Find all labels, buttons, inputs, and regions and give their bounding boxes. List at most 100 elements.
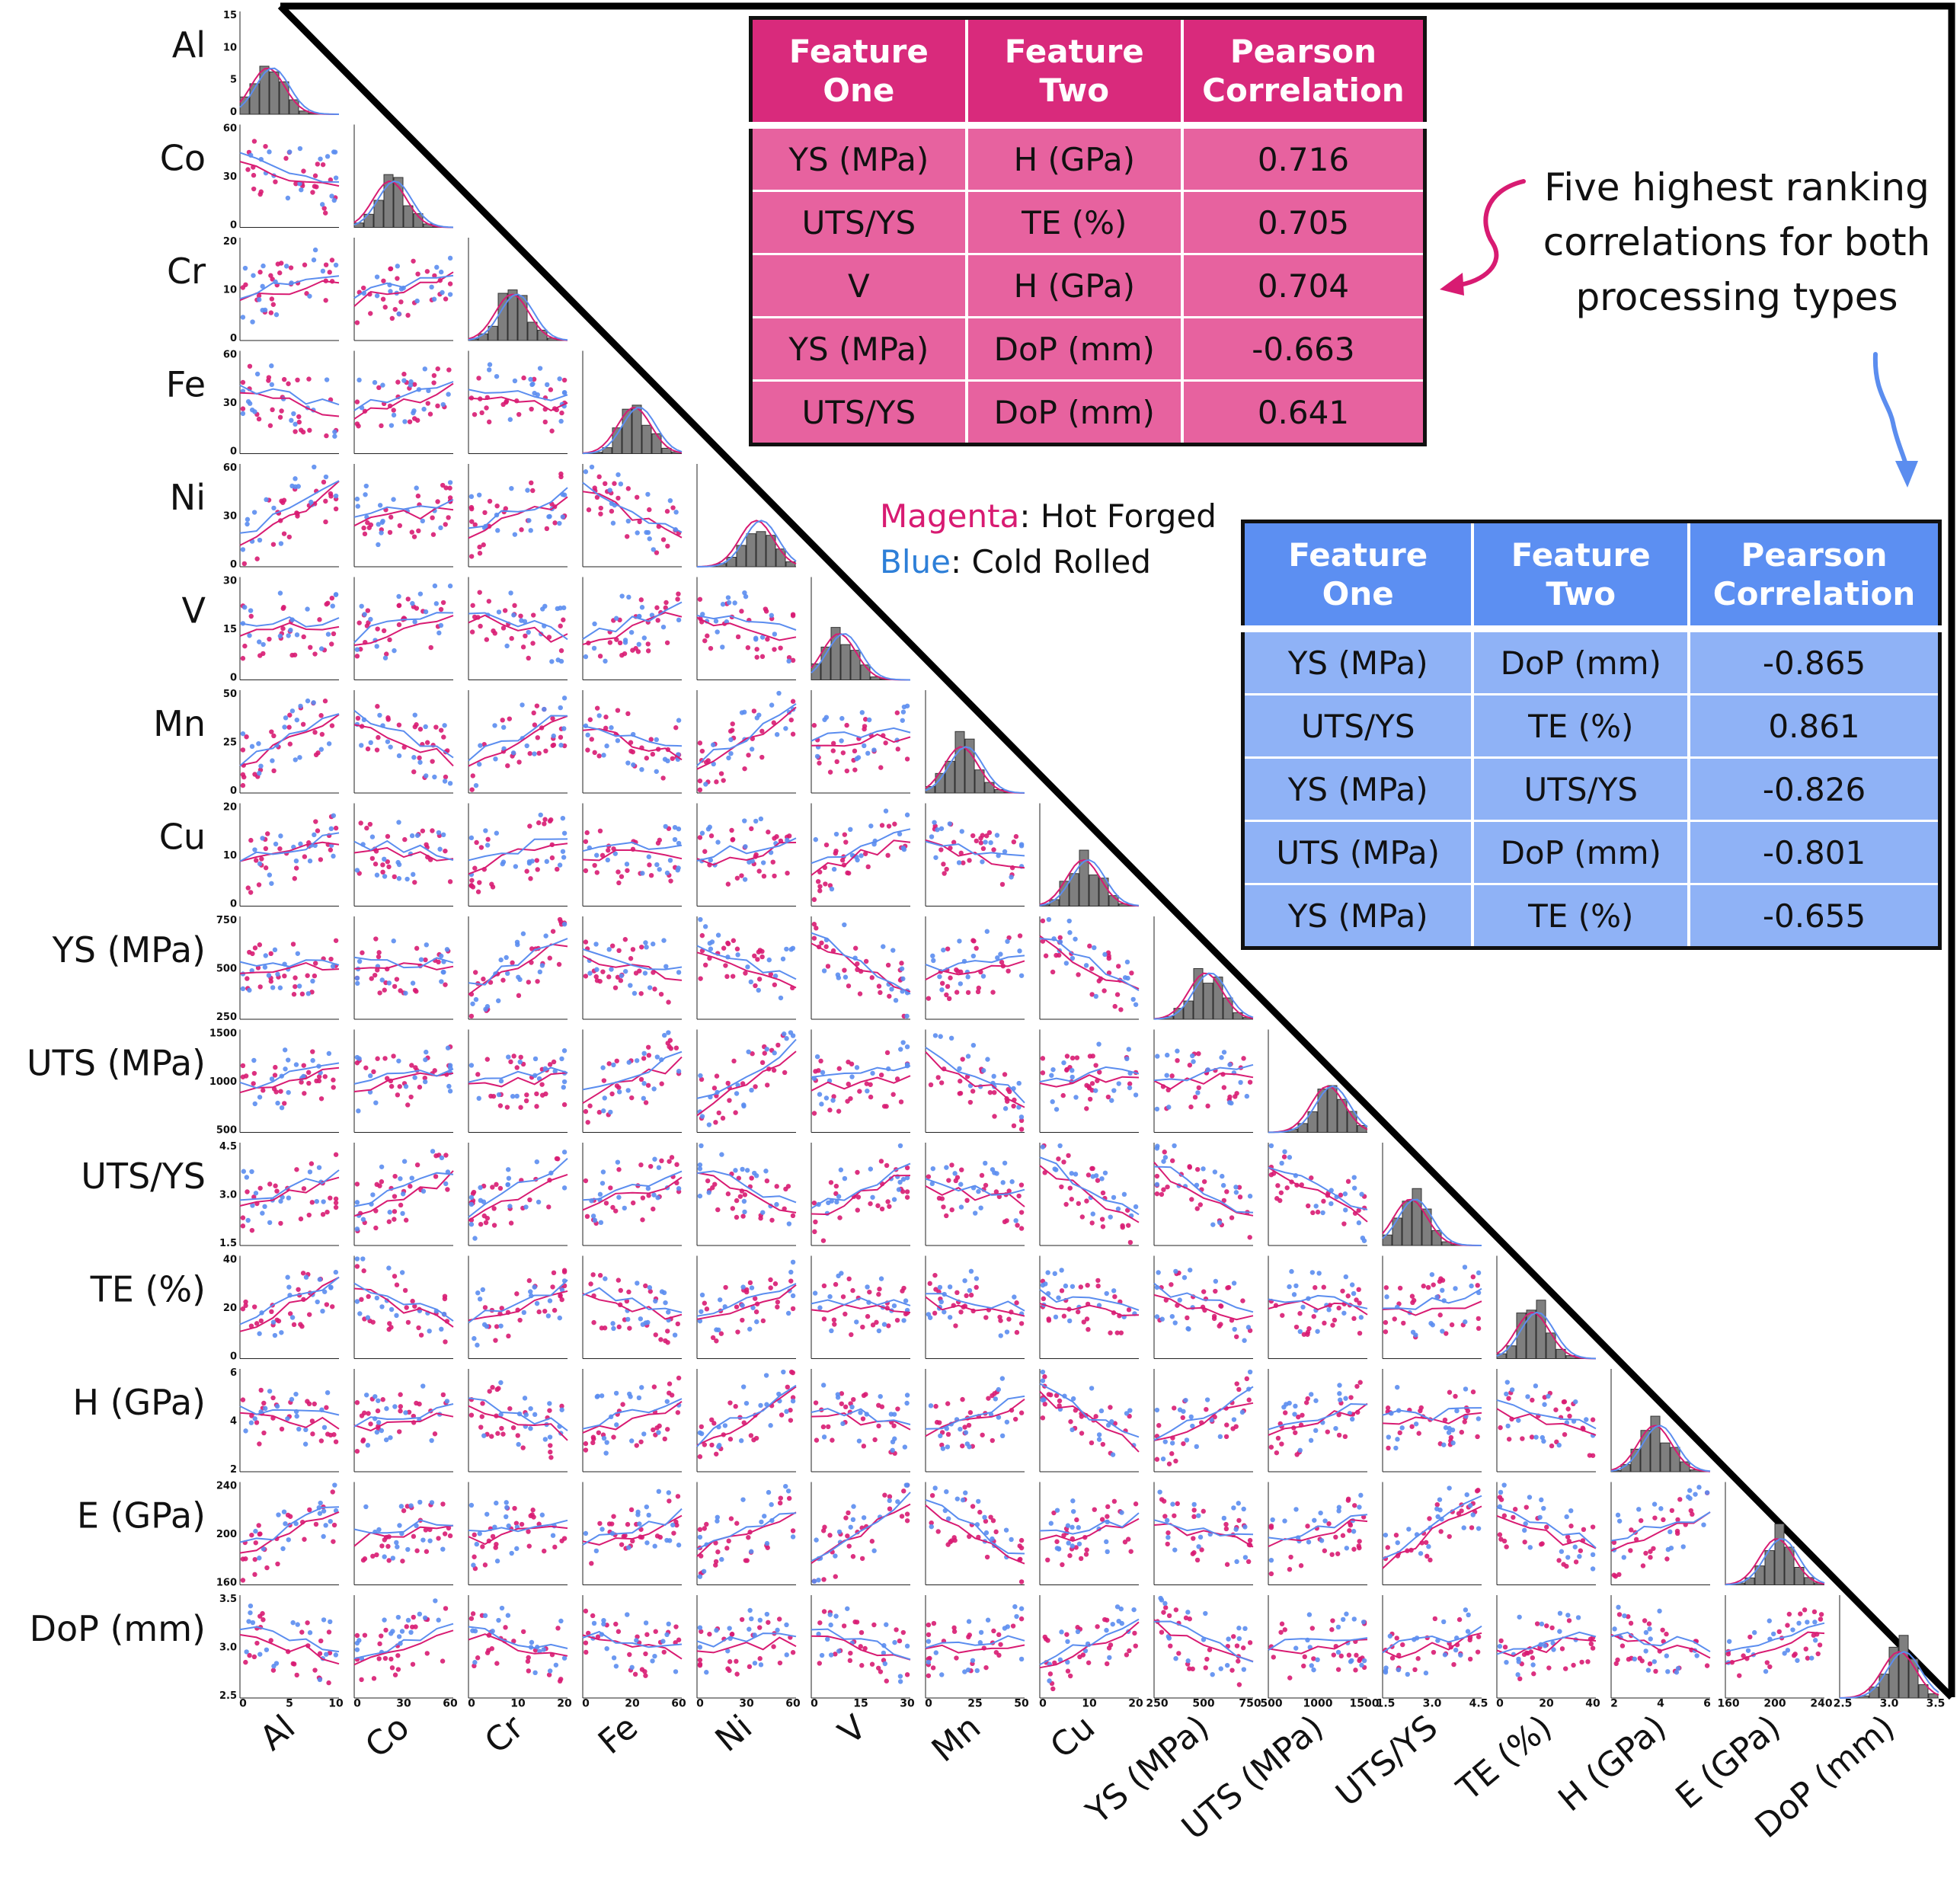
scatter-point-cold-rolled [876, 1328, 882, 1334]
scatter-point-hot-forged [659, 1158, 664, 1164]
scatter-point-cold-rolled [561, 1085, 566, 1090]
scatter-point-hot-forged [248, 1323, 254, 1329]
scatter-point-hot-forged [844, 722, 849, 728]
scatter-point-cold-rolled [1233, 1190, 1239, 1195]
scatter-point-hot-forged [392, 874, 397, 880]
scatter-point-cold-rolled [738, 1438, 744, 1444]
scatter-point-cold-rolled [422, 366, 427, 372]
scatter-point-hot-forged [527, 1197, 532, 1203]
scatter-point-hot-forged [1194, 1557, 1201, 1563]
scatter-point-hot-forged [269, 729, 274, 734]
scatter-point-cold-rolled [248, 1420, 254, 1425]
kde-cold-rolled [1496, 1311, 1597, 1360]
scatter-point-cold-rolled [870, 1070, 875, 1076]
scatter-point-cold-rolled [496, 998, 501, 1003]
scatter-point-cold-rolled [496, 1092, 502, 1098]
scatter-point-cold-rolled [743, 844, 748, 849]
scatter-point-cold-rolled [742, 590, 747, 596]
scatter-point-cold-rolled [1108, 1214, 1113, 1220]
scatter-point-hot-forged [999, 959, 1005, 965]
scatter-point-cold-rolled [932, 1485, 938, 1491]
scatter-point-hot-forged [307, 427, 312, 433]
scatter-point-hot-forged [333, 1152, 339, 1157]
scatter-point-cold-rolled [1070, 1427, 1075, 1433]
scatter-point-hot-forged [1224, 1422, 1229, 1428]
scatter-point-hot-forged [354, 399, 360, 404]
scatter-point-cold-rolled [243, 1428, 248, 1434]
scatter-point-cold-rolled [1239, 1409, 1245, 1415]
scatter-point-hot-forged [396, 603, 401, 609]
scatter-point-cold-rolled [1297, 1329, 1303, 1335]
scatter-point-cold-rolled [585, 732, 590, 738]
scatter-point-hot-forged [766, 1620, 771, 1625]
kde-cold-rolled [353, 180, 454, 229]
scatter-point-hot-forged [494, 1661, 500, 1666]
scatter-point-hot-forged [1102, 988, 1107, 993]
scatter-point-cold-rolled [976, 1498, 981, 1504]
scatter-point-cold-rolled [1287, 1155, 1293, 1160]
scatter-point-cold-rolled [697, 1318, 703, 1324]
scatter-point-cold-rolled [1004, 1329, 1010, 1335]
scatter-point-cold-rolled [1450, 1440, 1456, 1446]
scatter-point-hot-forged [542, 419, 548, 425]
scatter-point-hot-forged [1345, 1496, 1351, 1501]
scatter-point-hot-forged [1108, 1405, 1113, 1410]
scatter-point-hot-forged [331, 1077, 336, 1082]
scatter-point-hot-forged [361, 285, 366, 291]
scatter-point-hot-forged [387, 529, 393, 536]
scatter-point-cold-rolled [303, 1427, 309, 1433]
scatter-point-hot-forged [993, 1529, 999, 1535]
scatter-point-hot-forged [1068, 1419, 1073, 1425]
scatter-point-cold-rolled [263, 953, 268, 958]
scatter-point-cold-rolled [1316, 1271, 1322, 1276]
scatter-point-cold-rolled [532, 1670, 538, 1676]
scatter-point-hot-forged [301, 168, 306, 174]
scatter-point-cold-rolled [507, 417, 513, 422]
scatter-point-cold-rolled [495, 528, 500, 533]
scatter-point-cold-rolled [747, 1607, 753, 1613]
scatter-point-cold-rolled [697, 1645, 703, 1650]
scatter-point-hot-forged [1057, 935, 1063, 941]
scatter-point-cold-rolled [264, 1647, 270, 1652]
histogram-bar [403, 205, 414, 228]
scatter-point-hot-forged [504, 1105, 510, 1110]
scatter-point-cold-rolled [367, 1089, 373, 1095]
y-tick-label: 60 [223, 350, 237, 361]
scatter-point-cold-rolled [274, 1403, 280, 1409]
scatter-point-cold-rolled [900, 709, 906, 715]
scatter-point-cold-rolled [250, 1620, 256, 1626]
y-tick-label: 30 [223, 171, 237, 183]
scatter-point-hot-forged [482, 510, 488, 516]
scatter-point-cold-rolled [654, 737, 659, 743]
scatter-point-cold-rolled [1293, 1283, 1299, 1289]
scatter-point-hot-forged [597, 654, 603, 659]
scatter-point-cold-rolled [1111, 1288, 1117, 1293]
scatter-point-hot-forged [843, 1311, 848, 1317]
scatter-point-cold-rolled [957, 939, 962, 944]
scatter-point-hot-forged [674, 1162, 679, 1167]
scatter-point-hot-forged [484, 637, 490, 642]
scatter-point-hot-forged [652, 986, 657, 992]
scatter-point-hot-forged [654, 605, 660, 610]
scatter-point-cold-rolled [944, 1165, 949, 1170]
scatter-point-hot-forged [278, 1220, 283, 1226]
scatter-point-cold-rolled [561, 1048, 568, 1054]
scatter-point-hot-forged [633, 970, 639, 976]
scatter-point-cold-rolled [897, 1679, 903, 1684]
scatter-point-hot-forged [1105, 1514, 1110, 1519]
scatter-point-hot-forged [313, 1521, 319, 1527]
scatter-point-hot-forged [376, 1656, 382, 1661]
scatter-point-hot-forged [592, 750, 597, 756]
scatter-point-hot-forged [757, 1656, 763, 1661]
scatter-point-cold-rolled [420, 1383, 426, 1389]
y-tick-label: 40 [223, 1255, 237, 1266]
scatter-point-cold-rolled [262, 964, 268, 970]
scatter-point-cold-rolled [1050, 1066, 1056, 1073]
scatter-point-hot-forged [638, 1439, 644, 1444]
scatter-point-hot-forged [534, 1091, 539, 1097]
scatter-point-cold-rolled [1440, 1329, 1445, 1334]
scatter-point-cold-rolled [647, 1285, 653, 1290]
scatter-point-hot-forged [811, 922, 817, 927]
scatter-point-cold-rolled [261, 641, 266, 648]
scatter-point-hot-forged [1006, 935, 1012, 941]
